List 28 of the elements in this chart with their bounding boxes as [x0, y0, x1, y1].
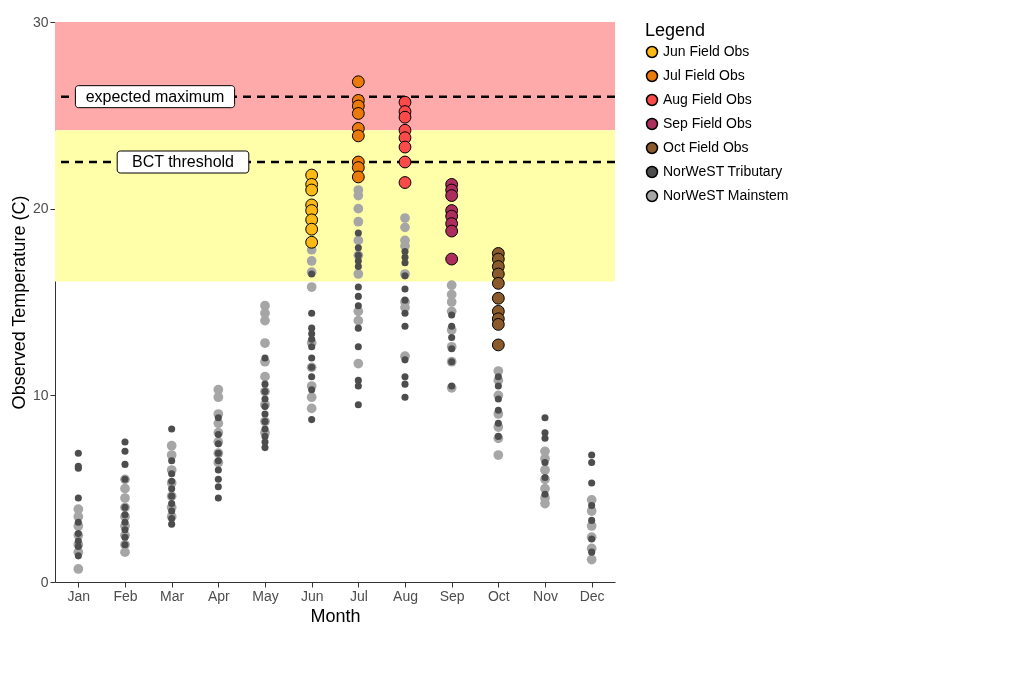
legend-title: Legend [645, 20, 706, 40]
y-tick-label: 20 [32, 200, 49, 217]
ref-line-label: BCT threshold [132, 153, 234, 170]
legend-label: Jul Field Obs [663, 67, 745, 83]
x-tick-label: Dec [579, 587, 605, 604]
x-tick-label: Aug [393, 587, 418, 604]
legend-label: Sep Field Obs [663, 115, 752, 131]
legend-label: Oct Field Obs [663, 139, 749, 155]
x-tick-label: May [252, 587, 279, 604]
ref-line-label: expected maximum [85, 87, 225, 105]
y-tick-label: 30 [32, 13, 49, 30]
x-tick-label: Oct [487, 587, 510, 604]
x-tick-label: Mar [160, 587, 185, 604]
x-axis-title: Month [310, 605, 361, 626]
x-tick-label: Feb [113, 587, 138, 604]
x-tick-label: Jan [67, 587, 91, 604]
y-axis-title: Observed Temperature (C) [8, 195, 29, 410]
legend-label: Jun Field Obs [663, 43, 750, 59]
x-tick-label: Nov [533, 587, 558, 604]
x-tick-label: Jul [349, 587, 368, 604]
legend-label: Aug Field Obs [663, 91, 752, 107]
y-tick-label: 10 [32, 386, 49, 403]
x-tick-label: Sep [439, 587, 465, 604]
legend-label: NorWeST Mainstem [663, 187, 789, 203]
x-tick-label: Jun [300, 587, 324, 604]
legend-label: NorWeST Tributary [663, 163, 783, 179]
x-tick-label: Apr [207, 587, 231, 604]
y-tick-label: 0 [40, 573, 49, 590]
